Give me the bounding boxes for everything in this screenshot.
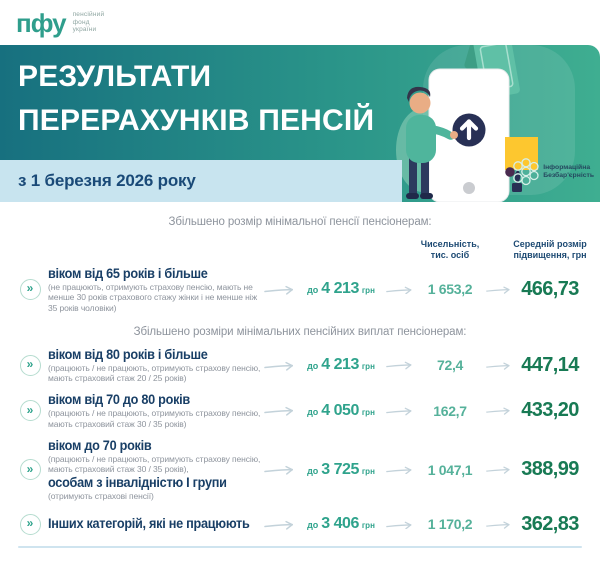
arrow-icon — [264, 285, 293, 295]
bottom-divider — [18, 545, 582, 548]
content-area: Збільшено розмір мінімальної пенсії пенс… — [0, 216, 600, 548]
arrow-icon — [485, 407, 510, 415]
avg-increase-value: 466,73 — [521, 277, 579, 300]
double-chevron-icon: » — [19, 513, 41, 535]
avg-increase-value: 388,99 — [521, 458, 579, 481]
pfu-logo-caption: пенсійний фонд україни — [72, 11, 105, 34]
pension-row: » віком від 70 до 80 років (працюють / н… — [12, 392, 588, 429]
avg-increase-value: 433,20 — [521, 399, 579, 422]
section-title-min-payments: Збільшено розміри мінімальних пенсійних … — [133, 325, 467, 338]
up-arrow-icon — [459, 119, 479, 141]
arrow-icon — [386, 361, 412, 370]
effective-date: з 1 березня 2026 року — [18, 171, 196, 190]
arrow-icon — [485, 521, 510, 529]
arrow-icon — [386, 466, 412, 474]
pfu-logo: пфу пенсійний фонд україни — [16, 10, 104, 36]
arrow-icon — [386, 521, 412, 529]
arrow-icon — [264, 407, 293, 416]
arrow-icon — [485, 362, 510, 370]
arrow-icon — [386, 407, 412, 416]
molecule-icon — [505, 158, 539, 186]
yellow-square-icon — [505, 137, 538, 170]
double-chevron-icon: » — [19, 400, 41, 422]
count-value: 162,7 — [433, 402, 467, 419]
pension-row: » Інших категорій, які не працюють до 3 … — [12, 513, 588, 536]
count-value: 1 047,1 — [427, 461, 473, 478]
arrow-icon — [264, 520, 293, 530]
avg-increase-value: 362,83 — [521, 512, 579, 535]
category-title: віком від 65 років і більше — [48, 266, 208, 281]
category-title-2: особам з інвалідністю І групи — [48, 474, 227, 490]
arrow-icon — [485, 286, 510, 294]
count-column-header: Чисельність, тис. осіб — [420, 239, 480, 260]
pension-row: » віком до 70 років (працюють / не працю… — [12, 438, 588, 501]
count-value: 72,4 — [436, 357, 464, 374]
pension-cap: до 4 213 грн — [307, 280, 375, 298]
category-title: віком до 70 років — [48, 438, 152, 454]
section-title-min-pension: Збільшено розмір мінімальної пенсії пенс… — [168, 216, 432, 228]
person-icon — [406, 86, 458, 199]
pension-row: » віком від 65 років і більше (не працюю… — [12, 266, 588, 313]
category-conditions: (працюють / не працюють, отримують страх… — [48, 362, 261, 384]
category-conditions: (не працюють, отримують страхову пенсію,… — [48, 282, 258, 313]
page-title: РЕЗУЛЬТАТИ ПЕРЕРАХУНКІВ ПЕНСІЙ — [18, 55, 600, 143]
date-band: з 1 березня 2026 року — [0, 160, 402, 202]
arrow-icon — [485, 466, 510, 474]
accessibility-badge: Інформаційна Безбар'єрність — [502, 158, 594, 186]
pension-row: » віком від 80 років і більше (працюють … — [12, 347, 588, 384]
hero-header: РЕЗУЛЬТАТИ ПЕРЕРАХУНКІВ ПЕНСІЙ — [0, 45, 600, 202]
category-title: віком від 70 до 80 років — [48, 392, 190, 408]
double-chevron-icon: » — [19, 278, 41, 300]
value-column-header: Середній розмір підвищення, грн — [513, 239, 587, 260]
category-title: Інших категорій, які не працюють — [48, 516, 250, 532]
avg-increase-value: 447,14 — [521, 353, 579, 376]
category-title: віком від 80 років і більше — [48, 346, 208, 362]
pension-cap: до 3 725 грн — [307, 460, 375, 478]
count-value: 1 653,2 — [427, 281, 473, 298]
pension-cap: до 3 406 грн — [307, 515, 375, 533]
pension-cap: до 4 213 грн — [307, 356, 375, 374]
page-title-line1: РЕЗУЛЬТАТИ — [18, 60, 212, 93]
pension-cap: до 4 050 грн — [307, 401, 375, 419]
category-conditions: (працюють / не працюють, отримують страх… — [48, 408, 261, 429]
phone-upload-illustration — [395, 45, 600, 202]
illustration-graphic — [396, 45, 575, 202]
arrow-icon — [264, 361, 293, 371]
page-title-line2: ПЕРЕРАХУНКІВ ПЕНСІЙ — [18, 104, 375, 137]
double-chevron-icon: » — [19, 354, 41, 376]
pfu-logo-text: пфу — [16, 7, 67, 38]
home-button-icon — [463, 182, 475, 194]
count-value: 1 170,2 — [427, 516, 473, 533]
accessibility-badge-label: Інформаційна Безбар'єрність — [543, 164, 594, 179]
arrow-icon — [264, 465, 293, 475]
columns-header: Чисельність, тис. осіб Середній розмір п… — [12, 239, 588, 261]
category-conditions-2: (отримують страхові пенсії) — [48, 490, 154, 501]
top-bar: пфу пенсійний фонд україни — [0, 0, 600, 45]
arrow-icon — [386, 286, 412, 294]
double-chevron-icon: » — [19, 459, 41, 481]
category-conditions: (працюють / не працюють, отримують страх… — [48, 454, 261, 475]
